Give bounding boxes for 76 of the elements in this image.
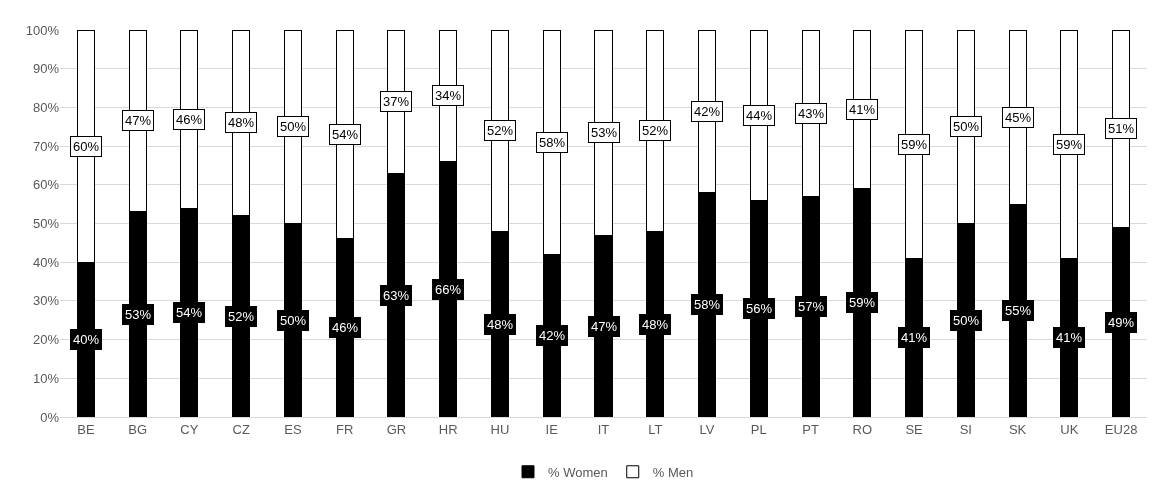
y-tick-label: 100% (25, 22, 60, 38)
x-tick-label: LT (648, 421, 663, 437)
data-label: 43% (798, 106, 825, 121)
data-label: 60% (73, 139, 100, 154)
data-label: 54% (332, 127, 359, 142)
data-label: 37% (383, 94, 410, 109)
data-label: 54% (176, 305, 203, 320)
data-label: 53% (591, 125, 618, 140)
data-label: 52% (642, 123, 669, 138)
data-label: 47% (591, 319, 618, 334)
data-label: 56% (746, 301, 773, 316)
x-tick-label: HR (438, 421, 458, 437)
data-label: 52% (228, 309, 255, 324)
data-label: 52% (487, 123, 514, 138)
y-tick-label: 30% (32, 293, 60, 309)
x-tick-label: CY (180, 421, 199, 437)
y-tick-label: 80% (32, 99, 60, 115)
data-label: 45% (1005, 110, 1032, 125)
y-tick-label: 20% (32, 332, 60, 348)
legend-label: % Women (548, 464, 608, 480)
x-tick-label: SK (1008, 421, 1027, 437)
y-tick-label: 10% (32, 370, 60, 386)
x-tick-label: RO (852, 421, 873, 437)
data-label: 48% (487, 317, 514, 332)
x-tick-label: ES (284, 421, 302, 437)
data-label: 48% (642, 317, 669, 332)
y-tick-label: 0% (40, 409, 60, 425)
data-label: 58% (694, 297, 721, 312)
data-label: 46% (176, 112, 203, 127)
data-label: 50% (953, 119, 980, 134)
x-tick-label: EU28 (1104, 421, 1138, 437)
x-tick-label: LV (699, 421, 715, 437)
data-label: 58% (539, 135, 566, 150)
data-label: 46% (332, 320, 359, 335)
x-tick-label: IE (545, 421, 559, 437)
data-label: 50% (280, 313, 307, 328)
data-label: 50% (953, 313, 980, 328)
data-label: 48% (228, 115, 255, 130)
x-tick-label: PT (802, 421, 819, 437)
y-tick-label: 70% (32, 138, 60, 154)
x-tick-label: PL (750, 421, 767, 437)
data-label: 66% (435, 282, 462, 297)
x-tick-label: SI (959, 421, 972, 437)
data-label: 63% (383, 288, 410, 303)
data-label: 59% (849, 295, 876, 310)
data-label: 42% (694, 104, 721, 119)
y-tick-label: 90% (32, 61, 60, 77)
data-label: 42% (539, 328, 566, 343)
data-label: 59% (901, 137, 928, 152)
data-label: 51% (1108, 121, 1135, 136)
data-label: 49% (1108, 315, 1135, 330)
data-label: 40% (73, 332, 100, 347)
data-label: 41% (1056, 330, 1083, 345)
data-label: 47% (125, 113, 152, 128)
x-tick-label: HU (490, 421, 510, 437)
data-label: 55% (1005, 303, 1032, 318)
data-label: 59% (1056, 137, 1083, 152)
x-tick-label: FR (336, 421, 354, 437)
x-tick-label: BG (128, 421, 148, 437)
data-label: 34% (435, 88, 462, 103)
data-label: 50% (280, 119, 307, 134)
data-label: 41% (849, 102, 876, 117)
x-tick-label: BE (77, 421, 95, 437)
legend-label: % Men (652, 464, 694, 480)
x-tick-label: IT (597, 421, 610, 437)
x-tick-label: UK (1060, 421, 1079, 437)
x-tick-label: SE (905, 421, 924, 437)
y-tick-label: 50% (32, 216, 60, 232)
data-label: 53% (125, 307, 152, 322)
x-tick-label: CZ (232, 421, 250, 437)
y-tick-label: 40% (32, 254, 60, 270)
y-tick-label: 60% (32, 177, 60, 193)
x-tick-label: GR (386, 421, 407, 437)
data-label: 41% (901, 330, 928, 345)
data-label: 44% (746, 108, 773, 123)
data-label: 57% (798, 299, 825, 314)
